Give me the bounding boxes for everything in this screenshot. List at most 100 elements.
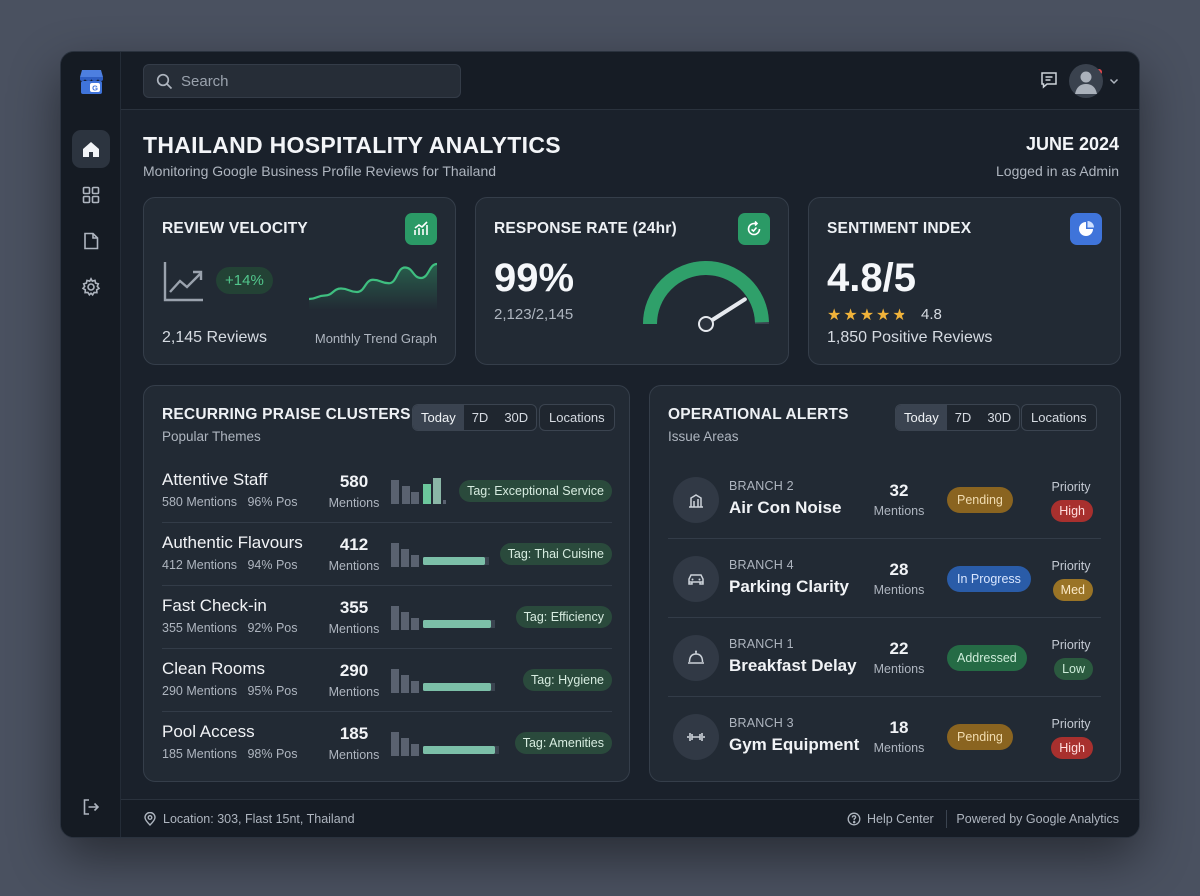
- spark-progress: [423, 683, 491, 691]
- cluster-tag[interactable]: Tag: Hygiene: [523, 669, 612, 691]
- dumbbell-icon: [687, 733, 705, 741]
- alert-icon: [673, 635, 719, 681]
- mention-count: 22: [889, 639, 909, 658]
- branch-label: BRANCH 1: [729, 637, 794, 651]
- mentions-label: Mentions: [328, 559, 380, 573]
- avatar[interactable]: [1069, 64, 1103, 98]
- star-rating: ★ ★ ★ ★ ★: [827, 305, 907, 325]
- range-today[interactable]: Today: [413, 405, 464, 430]
- mentions-label: Mentions: [873, 504, 925, 518]
- praise-row[interactable]: Pool Access 185 Mentions 98% Pos 185 Men…: [162, 712, 612, 775]
- search-input[interactable]: [181, 72, 441, 90]
- spark-bar: [433, 478, 441, 504]
- alert-row[interactable]: BRANCH 3 Gym Equipment 18 Mentions Pendi…: [668, 697, 1101, 776]
- velocity-change-badge: +14%: [216, 267, 273, 294]
- mentions-label: Mentions: [873, 662, 925, 676]
- search-box[interactable]: [143, 64, 461, 98]
- mention-count: 32: [889, 481, 909, 500]
- cluster-name: Attentive Staff: [162, 470, 268, 489]
- operational-alerts-panel: OPERATIONAL ALERTS Issue Areas Today 7D …: [649, 385, 1121, 782]
- issue-name: Gym Equipment: [729, 735, 860, 754]
- cluster-tag[interactable]: Tag: Exceptional Service: [459, 480, 612, 502]
- status-badge[interactable]: Pending: [947, 487, 1013, 513]
- alert-row[interactable]: BRANCH 1 Breakfast Delay 22 Mentions Add…: [668, 618, 1101, 697]
- report-date: JUNE 2024: [1025, 134, 1119, 154]
- range-30d[interactable]: 30D: [987, 410, 1012, 425]
- chevron-down-icon: [1109, 78, 1119, 85]
- card-title: SENTIMENT INDEX: [827, 220, 972, 237]
- spark-bar: [411, 744, 419, 756]
- review-count: 2,145 Reviews: [162, 329, 267, 346]
- gear-icon: [81, 277, 101, 297]
- range-7d[interactable]: 7D: [471, 410, 489, 425]
- cluster-name: Authentic Flavours: [162, 533, 303, 552]
- logout-button[interactable]: [72, 788, 110, 826]
- locations-button[interactable]: Locations: [539, 404, 615, 431]
- cluster-tag[interactable]: Tag: Thai Cuisine: [499, 543, 612, 565]
- mention-count: 412: [339, 535, 369, 554]
- spark-bar: [411, 681, 419, 693]
- praise-clusters-panel: RECURRING PRAISE CLUSTERS Popular Themes…: [143, 385, 630, 782]
- branch-label: BRANCH 4: [729, 558, 794, 572]
- priority-badge: High: [1051, 500, 1093, 522]
- mentions-label: Mentions: [328, 748, 380, 762]
- trend-area: [309, 264, 437, 310]
- mini-chart: [391, 732, 499, 756]
- main-content: THAILAND HOSPITALITY ANALYTICS Monitorin…: [121, 110, 1139, 799]
- mini-chart: [391, 543, 489, 567]
- alert-row[interactable]: BRANCH 2 Air Con Noise 32 Mentions Pendi…: [668, 460, 1101, 539]
- cluster-meta: 580 Mentions 96% Pos: [162, 495, 298, 509]
- range-today[interactable]: Today: [896, 405, 947, 430]
- refresh-icon: [747, 220, 761, 236]
- response-rate-value: 99%: [494, 256, 575, 300]
- issue-name: Breakfast Delay: [729, 656, 857, 675]
- account-menu-chevron[interactable]: [1107, 69, 1121, 93]
- messages-button[interactable]: [1037, 68, 1061, 92]
- spark-track: [491, 620, 495, 628]
- mentions-label: Mentions: [328, 622, 380, 636]
- priority-label: Priority: [1051, 638, 1091, 652]
- alert-row[interactable]: BRANCH 4 Parking Clarity 28 Mentions In …: [668, 539, 1101, 618]
- google-business-logo[interactable]: G: [77, 68, 106, 95]
- cluster-tag[interactable]: Tag: Efficiency: [515, 606, 612, 628]
- review-velocity-card: REVIEW VELOCITY +14% 2,145 Reviews Month…: [143, 197, 456, 365]
- range-7d[interactable]: 7D: [954, 410, 972, 425]
- spark-bar: [411, 618, 419, 630]
- user-icon: [1075, 71, 1097, 94]
- home-icon: [83, 142, 99, 157]
- praise-row[interactable]: Fast Check-in 355 Mentions 92% Pos 355 M…: [162, 586, 612, 649]
- help-center-link[interactable]: Help Center: [867, 812, 934, 826]
- alert-icon: [673, 477, 719, 523]
- nav-reports[interactable]: [72, 222, 110, 260]
- spark-bar: [411, 492, 419, 504]
- cluster-meta: 355 Mentions 92% Pos: [162, 621, 298, 635]
- status-badge[interactable]: Pending: [947, 724, 1013, 750]
- nav-home[interactable]: [72, 130, 110, 168]
- praise-row[interactable]: Attentive Staff 580 Mentions 96% Pos 580…: [162, 460, 612, 523]
- star-icon: ★: [859, 307, 875, 324]
- spark-bar: [443, 500, 446, 504]
- mention-count: 580: [339, 472, 369, 491]
- range-30d[interactable]: 30D: [504, 410, 529, 425]
- issue-name: Air Con Noise: [729, 498, 842, 517]
- branch-label: BRANCH 3: [729, 716, 794, 730]
- praise-row[interactable]: Clean Rooms 290 Mentions 95% Pos 290 Men…: [162, 649, 612, 712]
- gauge-hub: [698, 316, 714, 332]
- status-badge[interactable]: In Progress: [947, 566, 1031, 592]
- nav-dashboard[interactable]: [72, 176, 110, 214]
- nav-settings[interactable]: [72, 268, 110, 306]
- locations-button[interactable]: Locations: [1021, 404, 1097, 431]
- footer-divider: [946, 810, 947, 828]
- alert-icon: [673, 556, 719, 602]
- positive-reviews: 1,850 Positive Reviews: [827, 329, 993, 346]
- praise-row[interactable]: Authentic Flavours 412 Mentions 94% Pos …: [162, 523, 612, 586]
- spark-bar: [391, 606, 399, 630]
- star-icon: ★: [876, 307, 891, 324]
- status-badge[interactable]: Addressed: [947, 645, 1027, 671]
- spark-track: [491, 683, 495, 691]
- spark-progress: [423, 557, 485, 565]
- cluster-tag[interactable]: Tag: Amenities: [514, 732, 612, 754]
- range-toggle: Today 7D 30D: [412, 404, 538, 431]
- sidebar: G: [61, 52, 121, 837]
- spark-bar: [401, 675, 409, 693]
